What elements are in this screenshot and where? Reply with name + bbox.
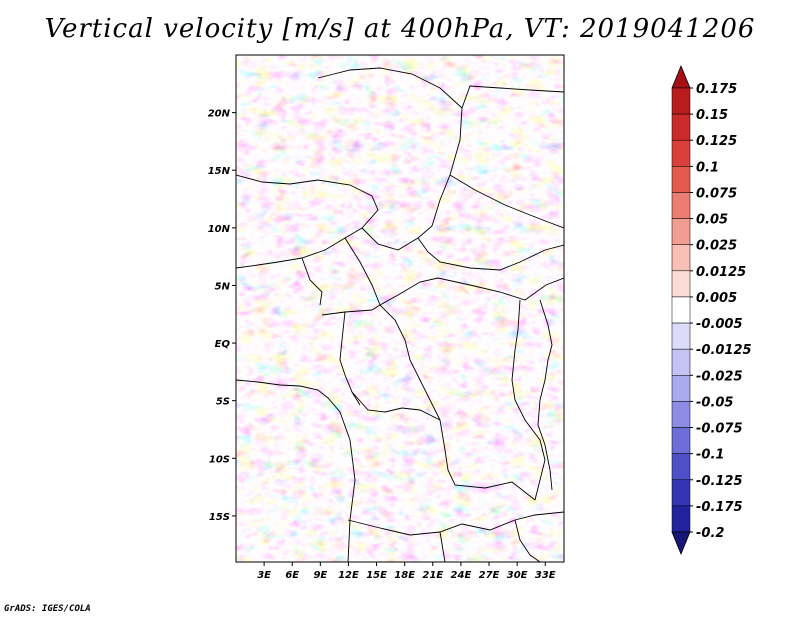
lon-tick-label: 15E [366, 570, 387, 581]
colorbar-label: -0.1 [696, 448, 724, 463]
colorbar-max-arrow [671, 64, 691, 89]
lon-tick-label: 12E [338, 570, 359, 581]
colorbar-segment [671, 218, 691, 245]
map-panel: 20N 15N 10N 5N EQ 5S 10S 15S 3E 6E 9E 12E 15E 18E 21E… [208, 54, 565, 581]
colorbar-label: 0.125 [696, 134, 737, 149]
border-line [511, 299, 546, 501]
border-line [461, 85, 564, 109]
border-line [379, 304, 441, 421]
border-line [514, 519, 541, 562]
latitude-axis: 20N 15N 10N 5N EQ 5S 10S 15S [208, 109, 236, 523]
border-line [351, 391, 536, 501]
colorbar-segment [671, 401, 691, 428]
colorbar-label: -0.005 [696, 317, 743, 332]
lat-tick-label: 20N [208, 109, 231, 120]
border-line [301, 257, 323, 306]
lon-tick-label: 24E [451, 570, 472, 581]
colorbar-segment [671, 427, 691, 454]
country-borders [236, 67, 564, 562]
lon-tick-label: 30E [507, 570, 528, 581]
software-credit: GrADS: IGES/COLA [4, 604, 91, 614]
colorbar-label: 0.0125 [696, 265, 746, 280]
colorbar-label: -0.05 [696, 395, 733, 410]
colorbar-segment [671, 113, 691, 141]
lon-tick-label: 21E [422, 570, 443, 581]
colorbar-segment [671, 479, 691, 507]
colorbar-label: 0.175 [696, 82, 737, 97]
colorbar-min-arrow [671, 531, 691, 556]
border-line [449, 174, 564, 229]
vertical-velocity-field [236, 55, 564, 562]
border-line [236, 174, 379, 269]
colorbar-label: -0.2 [696, 526, 724, 541]
border-line [321, 304, 381, 316]
map-frame [235, 54, 565, 563]
colorbar-segment [671, 87, 691, 115]
colorbar-segment [671, 453, 691, 481]
border-line [317, 67, 463, 251]
lat-tick-label: 10S [209, 454, 230, 465]
border-line [439, 531, 446, 562]
lat-tick-label: EQ [215, 339, 231, 350]
colorbar-label: 0.05 [696, 213, 728, 228]
colorbar-label: 0.15 [696, 108, 728, 123]
colorbar-label: -0.175 [696, 500, 743, 515]
lat-tick-label: 15N [208, 166, 231, 177]
colorbar: 0.175 0.15 0.125 0.1 0.075 0.05 0.025 0.0125 0.0… [671, 64, 752, 556]
colorbar-segment [671, 296, 691, 324]
colorbar-label: 0.005 [696, 291, 737, 306]
colorbar-label: -0.075 [696, 422, 743, 437]
lon-tick-label: 3E [257, 570, 271, 581]
lake-outline [537, 299, 553, 491]
lat-tick-label: 5S [216, 397, 230, 408]
lat-tick-label: 15S [209, 512, 230, 523]
colorbar-segment [671, 322, 691, 350]
colorbar-segment [671, 505, 691, 533]
border-line [417, 237, 564, 271]
border-line [347, 511, 564, 536]
colorbar-segment [671, 139, 691, 167]
lat-tick-label: 10N [208, 224, 231, 235]
colorbar-segment [671, 166, 691, 193]
plot-title: Vertical velocity [m/s] at 400hPa, VT: 2… [44, 14, 756, 44]
colorbar-segment [671, 244, 691, 272]
colorbar-label: 0.025 [696, 239, 737, 254]
lon-tick-label: 33E [535, 570, 556, 581]
colorbar-segment [671, 348, 691, 376]
border-line [344, 237, 564, 306]
colorbar-label: 0.075 [696, 186, 737, 201]
colorbar-label: 0.1 [696, 160, 719, 175]
lon-tick-label: 6E [285, 570, 299, 581]
coastline [236, 379, 356, 562]
lon-tick-label: 9E [313, 570, 327, 581]
lon-tick-label: 18E [394, 570, 415, 581]
colorbar-segment [671, 270, 691, 298]
colorbar-segment [671, 375, 691, 402]
longitude-axis: 3E 6E 9E 12E 15E 18E 21E 24E 27E 30E 33E [257, 562, 556, 581]
colorbar-label: -0.125 [696, 474, 743, 489]
colorbar-label: -0.0125 [696, 343, 752, 358]
colorbar-segment [671, 192, 691, 219]
colorbar-label: -0.025 [696, 369, 743, 384]
lon-tick-label: 27E [479, 570, 500, 581]
lat-tick-label: 5N [215, 281, 231, 292]
